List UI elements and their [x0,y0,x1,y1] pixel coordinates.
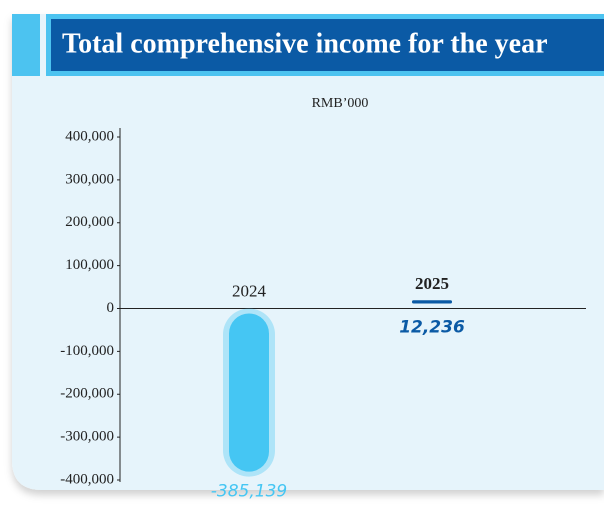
y-tick-label: 200,000 [65,214,114,230]
y-tick-label: -300,000 [60,429,114,445]
value-label: -385,139 [211,482,287,502]
y-tick-label: -200,000 [60,386,114,402]
bar [229,313,269,472]
y-tick-label: 300,000 [65,171,114,187]
y-tick-label: 400,000 [65,128,114,144]
bar [412,300,452,304]
panel [12,14,604,490]
title-tab [12,14,40,76]
title-bar [51,19,604,71]
value-label: 12,236 [399,318,465,338]
y-tick-label: 0 [107,300,115,316]
x-tick-label: 2024 [232,281,267,300]
y-tick-label: -400,000 [60,471,114,487]
y-axis-label: RMB’000 [312,96,369,111]
y-tick-label: -100,000 [60,343,114,359]
chart-title: Total comprehensive income for the year [62,28,548,59]
y-tick-label: 100,000 [65,257,114,273]
x-tick-label: 2025 [415,274,449,293]
